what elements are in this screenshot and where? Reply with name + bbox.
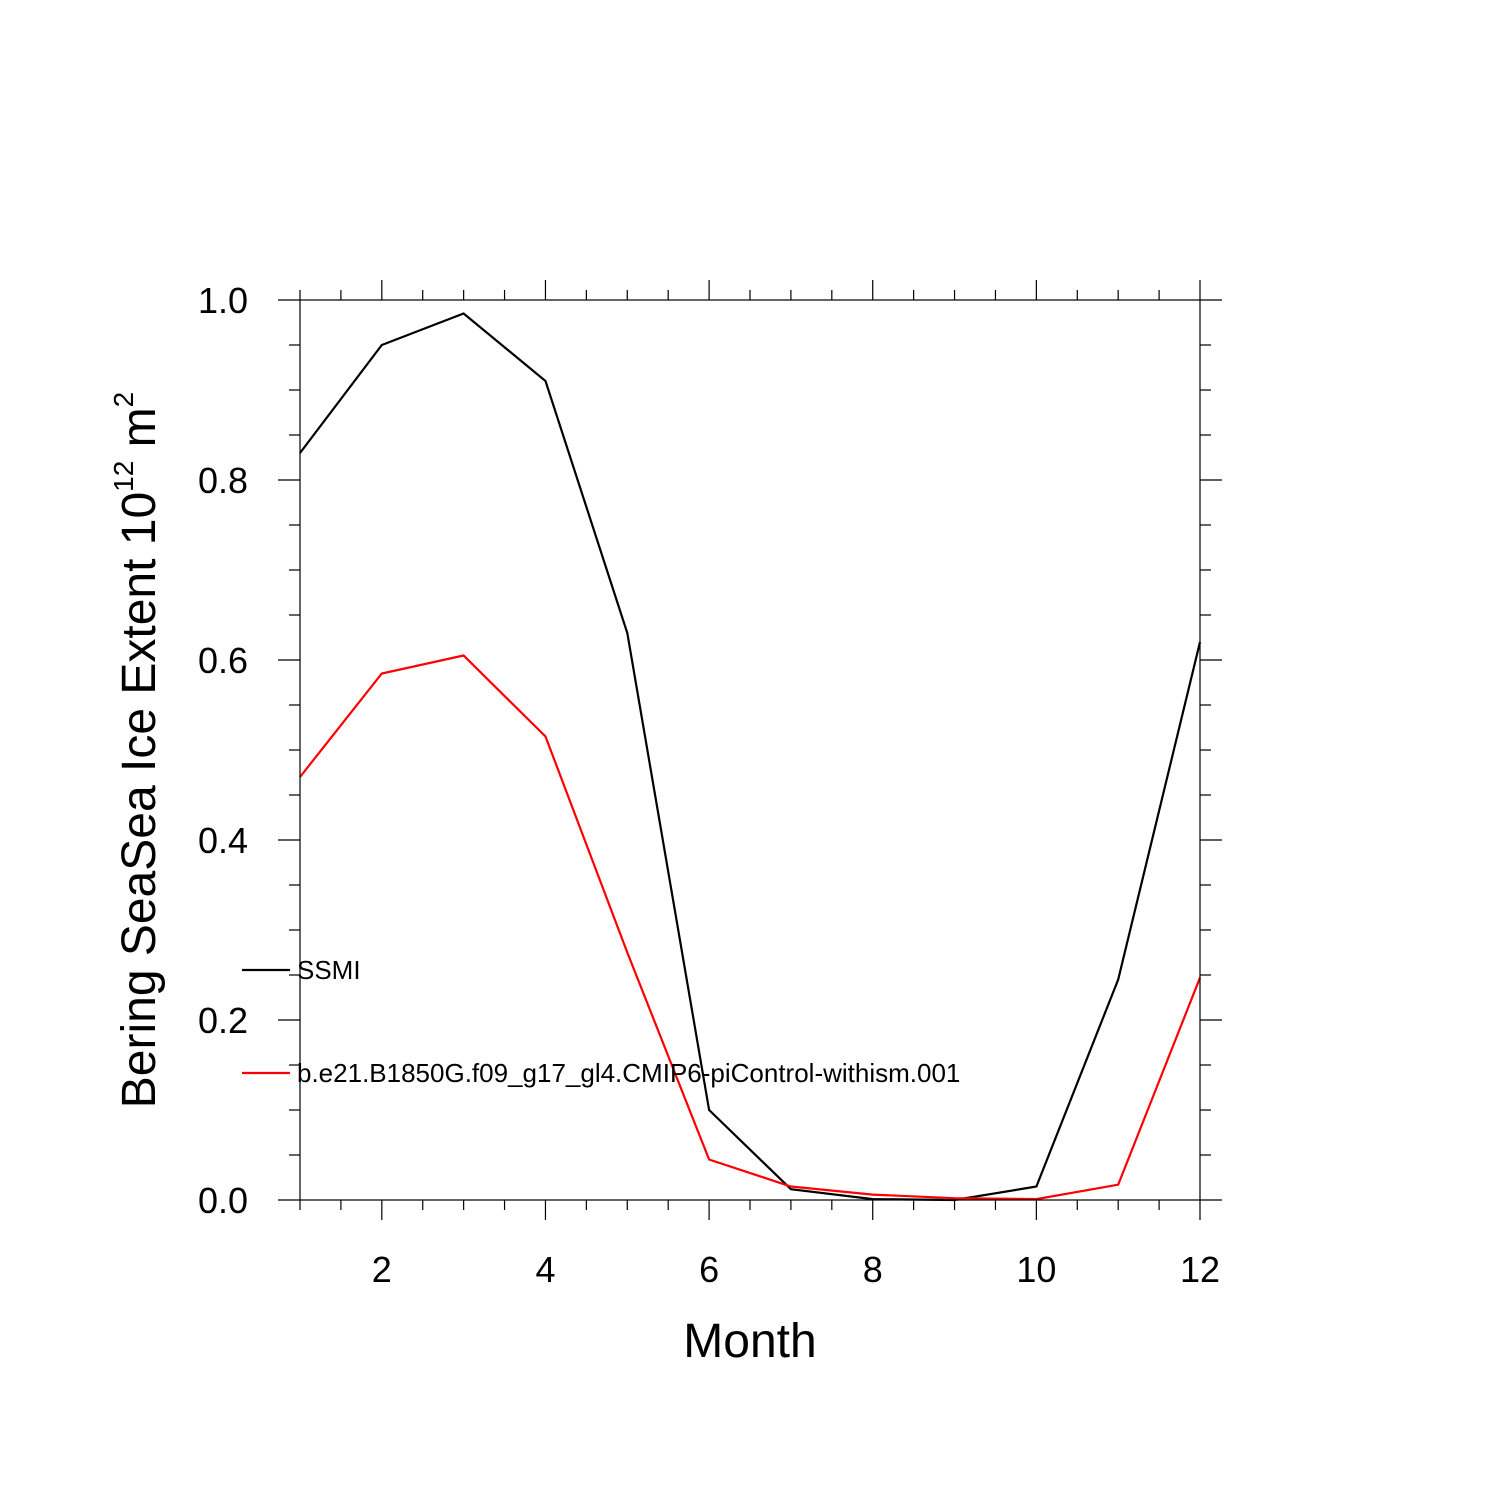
y-axis-title-text: Bering SeaSea Ice Extent 10 — [113, 492, 166, 1108]
y-axis-title-exponent-2: 2 — [108, 392, 139, 408]
y-tick-label: 0.2 — [198, 1000, 248, 1041]
tick-marks — [278, 280, 1222, 1220]
x-tick-labels: 2 4 6 8 10 12 — [372, 1249, 1220, 1290]
y-tick-label: 0.8 — [198, 460, 248, 501]
y-tick-label: 0.6 — [198, 640, 248, 681]
series-lines — [299, 312, 1202, 1202]
legend: SSMI b.e21.B1850G.f09_g17_gl4.CMIP6-piCon… — [242, 955, 960, 1088]
x-tick-label: 8 — [863, 1249, 883, 1290]
y-tick-label: 1.0 — [198, 280, 248, 321]
x-tick-label: 6 — [699, 1249, 719, 1290]
series-line-1 — [299, 312, 1202, 1202]
x-tick-label: 4 — [535, 1249, 555, 1290]
y-tick-label: 0.0 — [198, 1180, 248, 1221]
x-tick-label: 2 — [372, 1249, 392, 1290]
legend-label: SSMI — [297, 955, 361, 985]
x-tick-label: 10 — [1016, 1249, 1056, 1290]
x-tick-label: 12 — [1180, 1249, 1220, 1290]
y-axis-title-unit: m — [113, 407, 166, 460]
y-tick-label: 0.4 — [198, 820, 248, 861]
legend-label: b.e21.B1850G.f09_g17_gl4.CMIP6-piControl… — [297, 1058, 960, 1088]
series-line-2 — [299, 654, 1202, 1201]
y-axis-title: Bering SeaSea Ice Extent 1012 m2 — [108, 392, 166, 1108]
y-tick-labels: 0.0 0.2 0.4 0.6 0.8 1.0 — [198, 280, 248, 1221]
x-axis-title: Month — [683, 1315, 816, 1368]
y-axis-title-exponent-1: 12 — [108, 461, 139, 492]
plot-frame — [299, 299, 1201, 1201]
